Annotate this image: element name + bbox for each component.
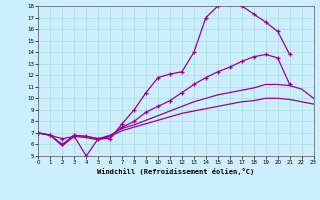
X-axis label: Windchill (Refroidissement éolien,°C): Windchill (Refroidissement éolien,°C)	[97, 168, 255, 175]
